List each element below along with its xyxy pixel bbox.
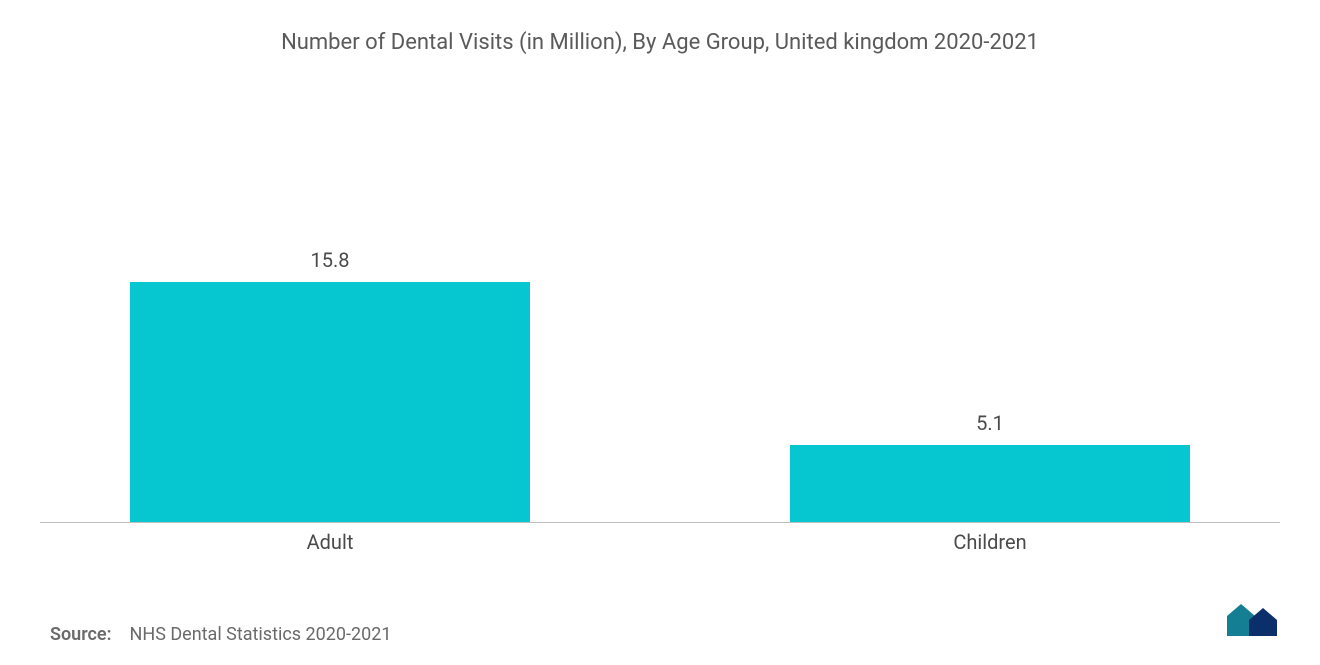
value-label-children: 5.1 bbox=[976, 411, 1004, 435]
chart-baseline bbox=[40, 522, 1280, 523]
value-label-adult: 15.8 bbox=[311, 248, 350, 272]
bar-children bbox=[790, 445, 1190, 522]
chart-title: Number of Dental Visits (in Million), By… bbox=[40, 30, 1280, 55]
category-label-adult: Adult bbox=[130, 530, 530, 554]
bar-adult bbox=[130, 282, 530, 522]
source-label: Source: bbox=[50, 624, 112, 645]
bar-group-children: 5.1 bbox=[790, 411, 1190, 522]
source-text: NHS Dental Statistics 2020-2021 bbox=[130, 624, 392, 645]
bar-group-adult: 15.8 bbox=[130, 248, 530, 522]
category-label-children: Children bbox=[790, 530, 1190, 554]
brand-logo-icon bbox=[1223, 602, 1285, 640]
chart-plot-area: 15.8 5.1 bbox=[40, 65, 1280, 522]
source-row: Source: NHS Dental Statistics 2020-2021 bbox=[40, 624, 1280, 645]
chart-container: Number of Dental Visits (in Million), By… bbox=[0, 0, 1320, 665]
category-labels-row: Adult Children bbox=[40, 522, 1280, 554]
